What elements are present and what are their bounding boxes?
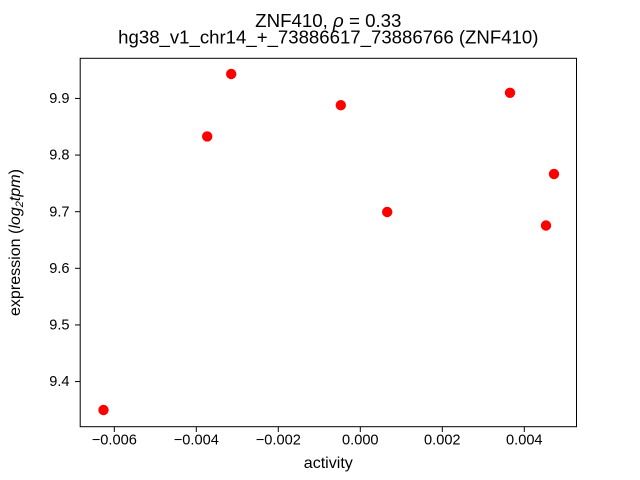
svg-text:hg38_v1_chr14_+_73886617_73886: hg38_v1_chr14_+_73886617_73886766 (ZNF41… <box>118 27 538 49</box>
svg-text:9.6: 9.6 <box>49 261 69 277</box>
svg-text:−0.002: −0.002 <box>256 433 301 449</box>
svg-text:−0.006: −0.006 <box>92 433 137 449</box>
svg-text:activity: activity <box>304 454 353 472</box>
svg-text:0.004: 0.004 <box>506 433 543 449</box>
svg-text:9.4: 9.4 <box>49 374 69 390</box>
svg-text:9.9: 9.9 <box>49 91 69 107</box>
svg-text:0.000: 0.000 <box>342 433 379 449</box>
svg-text:9.7: 9.7 <box>49 204 69 220</box>
svg-text:−0.004: −0.004 <box>174 433 219 449</box>
svg-text:9.8: 9.8 <box>49 148 69 164</box>
svg-text:expression (log2tpm): expression (log2tpm) <box>6 169 26 316</box>
svg-text:9.5: 9.5 <box>49 318 69 334</box>
svg-text:0.002: 0.002 <box>424 433 461 449</box>
